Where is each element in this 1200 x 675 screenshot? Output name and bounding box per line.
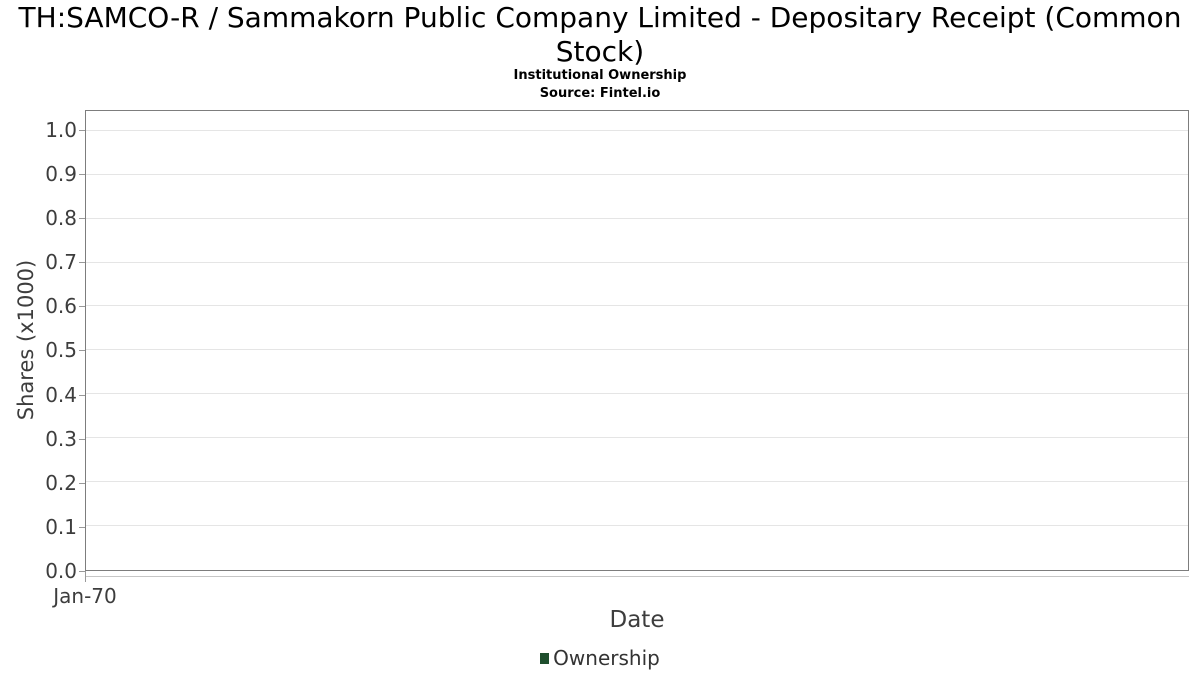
y-tick-mark [79, 526, 85, 528]
y-tick-label: 0.6 [45, 294, 77, 319]
y-tick-mark [79, 438, 85, 440]
gridline [86, 525, 1188, 527]
plot-area [85, 110, 1189, 571]
y-tick-mark [79, 306, 85, 308]
x-axis-line [85, 576, 1189, 577]
y-tick-label: 0.8 [45, 206, 77, 231]
y-tick-label: 0.4 [45, 382, 77, 407]
y-tick-label: 0.9 [45, 161, 77, 186]
legend: Ownership [0, 645, 1200, 671]
gridline [86, 217, 1188, 219]
legend-marker-square [540, 652, 550, 664]
y-tick-label: 1.0 [45, 117, 77, 142]
x-axis-tick-mark [85, 571, 86, 582]
legend-label: Ownership [553, 646, 660, 670]
x-axis-tick-label: Jan-70 [53, 584, 117, 608]
y-tick-label: 0.1 [45, 514, 77, 539]
gridline [86, 481, 1188, 483]
y-tick-label: 0.7 [45, 250, 77, 275]
gridline [86, 305, 1188, 307]
gridline [86, 261, 1188, 263]
chart-subtitle: Institutional Ownership [513, 68, 687, 83]
y-tick-label: 0.3 [45, 426, 77, 451]
y-tick-mark [79, 218, 85, 220]
plot-gridlines [86, 111, 1188, 570]
y-tick-mark [79, 350, 85, 352]
chart-title: TH:SAMCO-R / Sammakorn Public Company Li… [18, 1, 1182, 68]
chart-source: Source: Fintel.io [539, 86, 661, 101]
y-tick-mark [79, 394, 85, 396]
y-tick-mark [79, 129, 85, 131]
gridline [86, 349, 1188, 351]
y-tick-mark [79, 571, 85, 572]
legend-item-ownership[interactable]: Ownership [540, 646, 660, 670]
y-tick-label: 0.5 [45, 338, 77, 363]
gridline [86, 437, 1188, 439]
y-tick-label: 0.2 [45, 470, 77, 495]
gridline [86, 393, 1188, 395]
y-tick-mark [79, 173, 85, 175]
gridline [86, 173, 1188, 175]
y-tick-mark [79, 262, 85, 264]
gridline [86, 129, 1188, 131]
x-axis-title: Date [609, 607, 665, 633]
y-tick-label: 0.0 [45, 559, 77, 583]
y-tick-mark [79, 482, 85, 484]
